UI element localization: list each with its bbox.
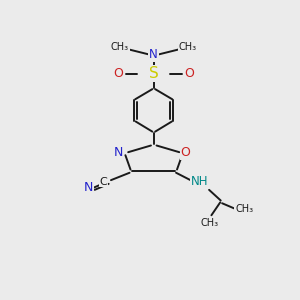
Text: N: N (149, 48, 158, 62)
Text: S: S (149, 66, 159, 81)
Text: O: O (113, 67, 123, 80)
Text: O: O (184, 67, 194, 80)
Text: N: N (114, 146, 123, 159)
Text: O: O (181, 146, 190, 159)
Text: N: N (84, 181, 93, 194)
Text: CH₃: CH₃ (235, 204, 253, 214)
Text: CH₃: CH₃ (178, 42, 196, 52)
Text: CH₃: CH₃ (200, 218, 219, 229)
Text: NH: NH (191, 175, 208, 188)
Text: CH₃: CH₃ (111, 42, 129, 52)
Text: C: C (100, 176, 107, 187)
